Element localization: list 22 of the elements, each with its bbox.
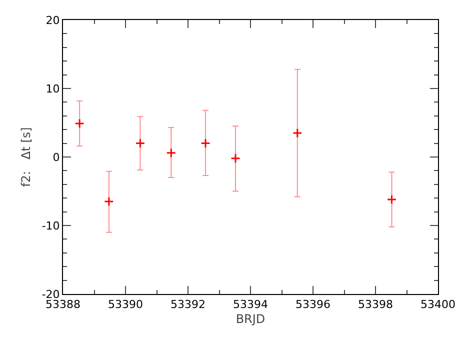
y-tick-label: -10 xyxy=(42,219,60,232)
x-tick-label: 53394 xyxy=(233,298,268,312)
point xyxy=(386,194,397,204)
point xyxy=(104,196,114,206)
point xyxy=(74,118,85,128)
x-tick-label: 53392 xyxy=(170,298,206,312)
point xyxy=(200,138,210,148)
point xyxy=(135,138,146,148)
y-axis-title: f2: Δt [s] xyxy=(19,127,34,187)
x-axis-title: BRJD xyxy=(236,312,266,326)
y-tick-label: 20 xyxy=(46,14,60,27)
x-tick-label: 53396 xyxy=(296,298,330,312)
y-tick-label: -20 xyxy=(42,288,60,301)
point xyxy=(166,148,176,158)
point xyxy=(292,128,302,138)
x-tick-label: 53390 xyxy=(108,298,143,312)
x-tick-label: 53388 xyxy=(46,298,80,312)
y-tick-label: 10 xyxy=(46,82,60,96)
y-tick-label: 0 xyxy=(52,150,60,164)
x-tick-label: 53400 xyxy=(420,298,456,312)
x-tick-label: 53398 xyxy=(358,298,393,312)
point xyxy=(230,153,240,164)
